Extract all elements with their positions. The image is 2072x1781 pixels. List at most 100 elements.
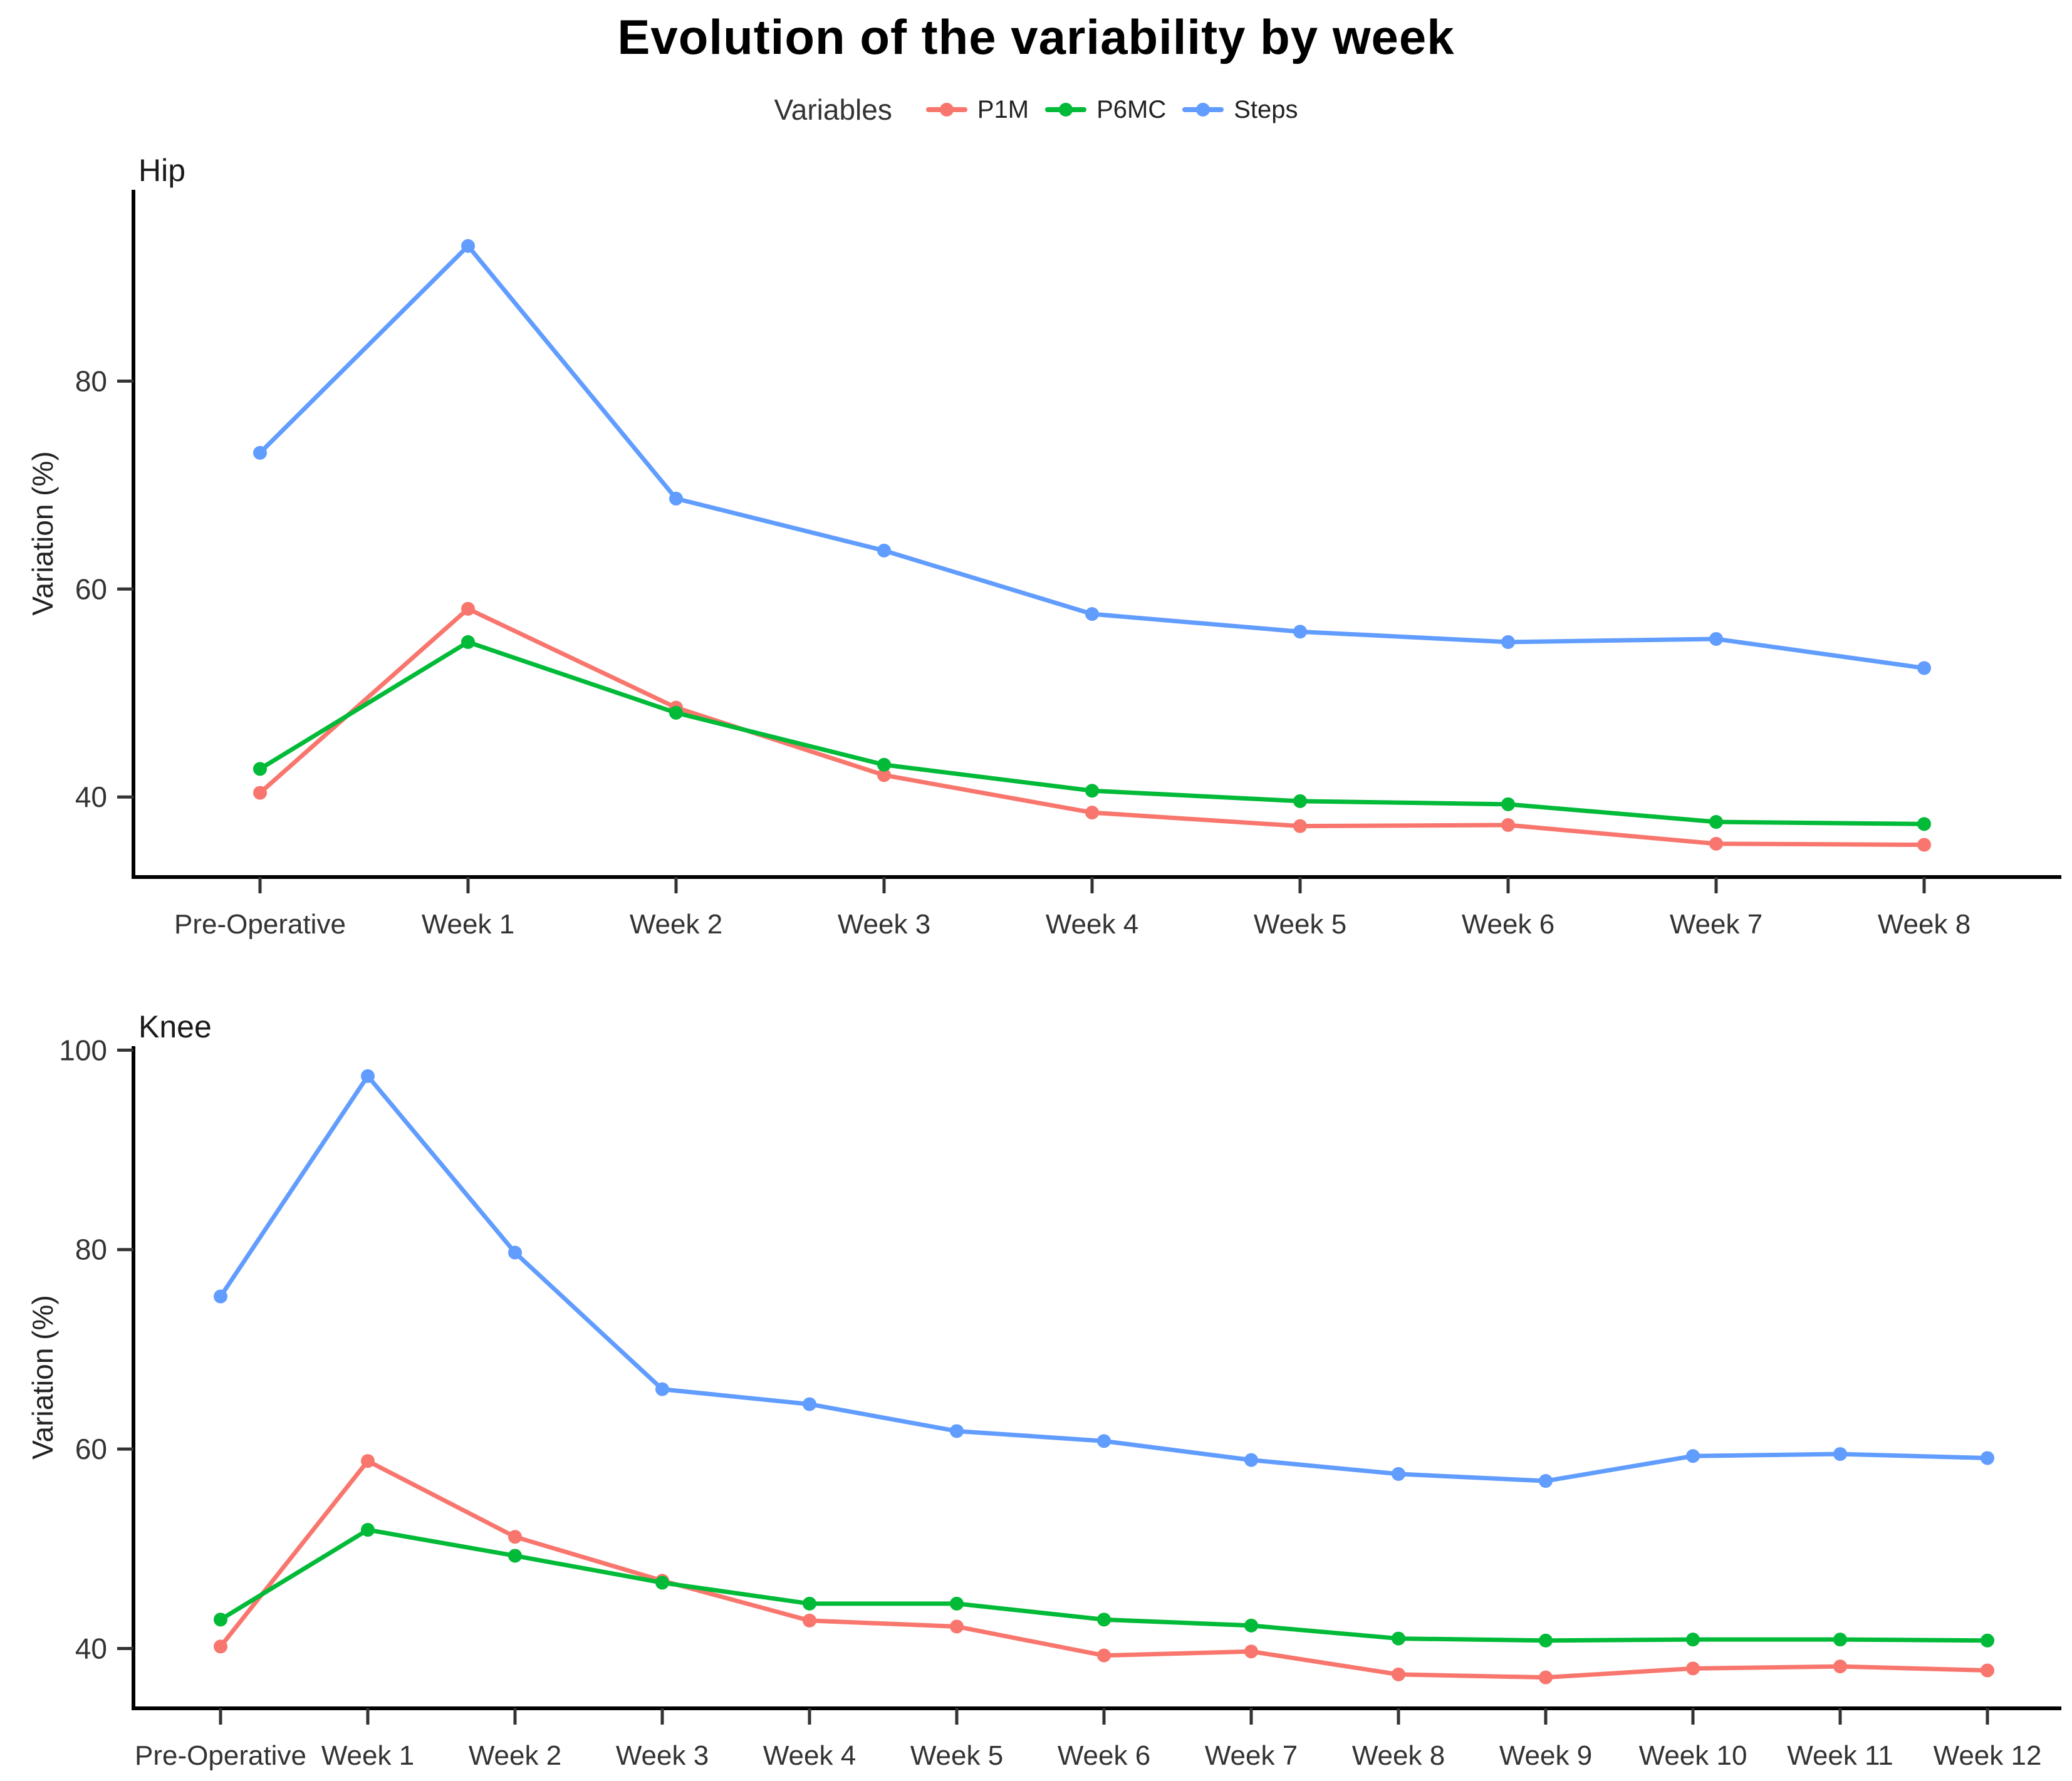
- data-point-p1m: [214, 1639, 227, 1654]
- legend-item-p6mc: P6MC: [1045, 96, 1166, 124]
- legend-item-label: P6MC: [1096, 95, 1167, 123]
- series-line-p1m: [218, 1458, 1990, 1680]
- x-tick-label: Week 7: [1205, 1740, 1298, 1771]
- data-point-p6mc: [1917, 817, 1931, 831]
- x-tick-label: Week 4: [763, 1740, 856, 1771]
- data-point-p1m: [1097, 1648, 1111, 1663]
- data-point-p1m: [253, 786, 267, 800]
- data-point-steps: [1392, 1467, 1405, 1481]
- legend-item-p1m: P1M: [925, 96, 1029, 124]
- legend-items: P1M P6MC Steps: [910, 96, 1298, 124]
- data-point-p6mc: [1085, 784, 1099, 798]
- x-tick-label: Pre-Operative: [135, 1740, 306, 1771]
- x-tick-label: Week 1: [321, 1740, 414, 1771]
- data-point-p1m: [1981, 1663, 1994, 1678]
- data-point-steps: [1917, 661, 1931, 675]
- data-point-p6mc: [655, 1576, 669, 1590]
- data-point-p1m: [1917, 838, 1931, 852]
- data-point-p1m: [508, 1530, 522, 1544]
- legend-label: Variables: [774, 93, 892, 126]
- x-tick-label: Week 5: [910, 1740, 1003, 1771]
- data-point-p6mc: [1244, 1618, 1258, 1633]
- data-point-p6mc: [1097, 1612, 1111, 1627]
- data-point-p1m: [1293, 819, 1307, 833]
- data-point-steps: [1833, 1447, 1847, 1462]
- series-line-steps: [218, 1074, 1990, 1483]
- x-tick-label: Week 3: [838, 909, 930, 940]
- data-point-steps: [1709, 631, 1723, 646]
- y-tick-label: 40: [75, 781, 107, 813]
- data-point-p1m: [1085, 806, 1099, 820]
- series-p6mc: [253, 635, 1931, 831]
- y-tick-label: 80: [75, 365, 107, 397]
- x-tick-label: Week 7: [1670, 909, 1762, 940]
- data-point-p6mc: [669, 705, 683, 720]
- panel-title-knee: Knee: [138, 1009, 212, 1044]
- data-point-steps: [1686, 1449, 1700, 1463]
- panel-hip: Hip Variation (%) 40 60 80 Pre-Operative Week …: [26, 153, 2061, 940]
- x-tick-label: Week 2: [469, 1740, 561, 1771]
- data-point-p6mc: [508, 1549, 522, 1563]
- data-point-p1m: [950, 1619, 964, 1634]
- series-line-steps: [258, 244, 1927, 670]
- legend-key-icon: [1045, 100, 1087, 119]
- data-point-steps: [1501, 635, 1515, 649]
- x-tick-label: Pre-Operative: [174, 909, 346, 940]
- x-tick-label: Week 8: [1352, 1740, 1445, 1771]
- y-axis-label: Variation (%): [26, 451, 59, 615]
- y-tick-label: 100: [59, 1034, 107, 1066]
- data-point-p6mc: [253, 762, 267, 776]
- data-point-steps: [1293, 625, 1307, 639]
- panel-title-hip: Hip: [138, 153, 185, 188]
- data-point-steps: [1981, 1451, 1994, 1465]
- chart-title: Evolution of the variability by week: [617, 9, 1455, 65]
- series-steps: [253, 239, 1931, 675]
- data-point-p6mc: [361, 1523, 375, 1537]
- data-point-p1m: [1709, 836, 1723, 851]
- data-point-p1m: [1686, 1661, 1700, 1676]
- data-point-p6mc: [803, 1596, 816, 1611]
- data-point-p1m: [1539, 1670, 1553, 1685]
- y-axis-label: Variation (%): [26, 1295, 59, 1459]
- data-point-steps: [1085, 607, 1099, 621]
- legend-key-icon: [1182, 100, 1224, 119]
- data-point-steps: [803, 1397, 816, 1411]
- y-tick-label: 80: [75, 1233, 107, 1266]
- legend-item-label: Steps: [1234, 95, 1298, 123]
- x-tick-label: Week 3: [616, 1740, 709, 1771]
- legend-key-icon: [925, 100, 967, 119]
- y-tick-label: 40: [75, 1632, 107, 1664]
- x-tick-label: Week 1: [422, 909, 514, 940]
- data-point-p6mc: [1392, 1631, 1405, 1646]
- data-point-p1m: [461, 601, 475, 616]
- data-point-steps: [1539, 1474, 1553, 1488]
- series-p6mc: [214, 1523, 1994, 1648]
- x-tick-label: Week 11: [1787, 1740, 1893, 1771]
- legend: Variables P1M P6MC Steps: [0, 93, 2072, 127]
- data-point-p1m: [361, 1454, 375, 1468]
- x-tick-label: Week 2: [630, 909, 722, 940]
- data-point-p6mc: [950, 1596, 964, 1611]
- data-point-p6mc: [1709, 815, 1723, 829]
- data-point-p6mc: [877, 757, 891, 772]
- y-tick-label: 60: [75, 1433, 107, 1465]
- panel-knee: Knee Variation (%) 40 60 80 100 Pre-Operative W…: [26, 1009, 2061, 1771]
- x-tick-label: Week 5: [1254, 909, 1346, 940]
- data-point-p1m: [1244, 1644, 1258, 1659]
- data-point-steps: [508, 1245, 522, 1260]
- x-tick-label: Week 4: [1046, 909, 1138, 940]
- data-point-steps: [214, 1289, 227, 1304]
- data-point-p6mc: [1833, 1633, 1847, 1647]
- data-point-p6mc: [1293, 794, 1307, 808]
- data-point-steps: [361, 1069, 375, 1083]
- data-point-steps: [877, 543, 891, 558]
- x-tick-label: Week 9: [1499, 1740, 1592, 1771]
- data-point-steps: [669, 491, 683, 506]
- data-point-steps: [461, 239, 475, 253]
- x-tick-label: Week 10: [1639, 1740, 1747, 1771]
- data-point-p1m: [877, 768, 891, 782]
- data-point-p6mc: [1501, 797, 1515, 811]
- data-point-p6mc: [1686, 1633, 1700, 1647]
